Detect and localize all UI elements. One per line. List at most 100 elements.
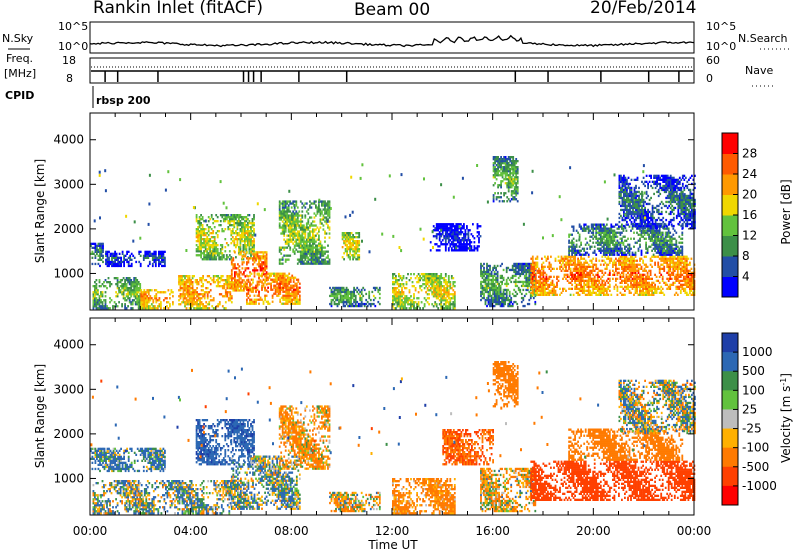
heatmap-cell xyxy=(313,242,316,245)
heatmap-cell xyxy=(500,160,502,163)
heatmap-cell xyxy=(131,303,134,306)
heatmap-cell xyxy=(206,303,209,306)
heatmap-cell xyxy=(228,258,231,261)
heatmap-cell xyxy=(344,292,346,296)
heatmap-cell xyxy=(426,301,429,304)
heatmap-cell xyxy=(423,275,426,278)
heatmap-cell xyxy=(116,281,119,284)
heatmap-cell xyxy=(598,259,601,262)
heatmap-cell xyxy=(404,295,406,298)
heatmap-cell xyxy=(595,263,598,266)
heatmap-cell xyxy=(602,259,605,262)
heatmap-cell xyxy=(574,275,576,278)
heatmap-cell xyxy=(560,291,563,294)
heatmap-cell xyxy=(500,192,502,195)
heatmap-cell xyxy=(127,250,130,253)
heatmap-cell xyxy=(322,200,325,203)
heatmap-cell xyxy=(371,302,374,306)
heatmap-cell xyxy=(200,236,202,239)
heatmap-cell xyxy=(178,295,180,298)
heatmap-cell xyxy=(134,291,137,294)
heatmap-cell xyxy=(569,259,572,262)
heatmap-cell xyxy=(91,250,94,253)
heatmap-cell xyxy=(539,287,542,290)
heatmap-cell xyxy=(231,214,234,217)
heatmap-cell xyxy=(291,298,294,301)
heatmap-cell xyxy=(143,293,146,296)
heatmap-cell xyxy=(515,188,518,191)
heatmap-cell xyxy=(299,226,302,229)
heatmap-cell xyxy=(319,240,322,243)
heatmap-cell xyxy=(496,300,499,304)
heatmap-cell xyxy=(244,287,247,290)
heatmap-cell xyxy=(520,268,523,272)
heatmap-cell xyxy=(230,263,233,266)
heatmap-cell xyxy=(202,275,204,278)
heatmap-cell xyxy=(440,291,443,294)
heatmap-cell xyxy=(437,249,440,252)
heatmap-cell xyxy=(178,299,180,302)
heatmap-cell xyxy=(286,220,289,223)
heatmap-cell xyxy=(395,297,397,300)
heatmap-cell xyxy=(324,212,326,215)
heatmap-cell xyxy=(506,182,509,185)
heatmap-cell xyxy=(262,271,265,274)
heatmap-cell xyxy=(514,272,517,276)
heatmap-cell xyxy=(437,281,440,284)
heatmap-cell xyxy=(428,289,430,292)
heatmap-cell xyxy=(396,281,399,284)
heatmap-cell xyxy=(152,299,155,302)
heatmap-cell xyxy=(405,281,408,284)
heatmap-cell xyxy=(572,259,575,262)
heatmap-cell xyxy=(580,267,582,270)
heatmap-cell xyxy=(444,245,447,248)
heatmap-cell xyxy=(447,301,450,304)
heatmap-cell xyxy=(531,255,534,258)
heatmap-cell xyxy=(550,265,552,268)
heatmap-cell xyxy=(227,299,230,302)
heatmap-cell xyxy=(95,297,98,300)
heatmap-cell xyxy=(542,267,545,270)
heatmap-cell xyxy=(295,238,298,241)
heatmap-cell xyxy=(526,268,529,272)
heatmap-cell xyxy=(264,294,266,297)
heatmap-cell xyxy=(95,279,98,282)
heatmap-cell xyxy=(310,244,313,247)
heatmap-cell xyxy=(218,293,221,296)
heatmap-cell xyxy=(545,293,548,296)
heatmap-cell xyxy=(536,285,539,288)
heatmap-cell xyxy=(503,170,505,173)
heatmap-cell xyxy=(476,247,479,250)
heatmap-cell xyxy=(118,256,121,259)
heatmap-cell xyxy=(504,176,507,179)
heatmap-cell xyxy=(233,220,236,223)
heatmap-cell xyxy=(319,218,322,221)
heatmap-cell xyxy=(486,298,488,302)
heatmap-cell xyxy=(298,300,301,303)
heatmap-cell xyxy=(304,248,307,251)
heatmap-cell xyxy=(127,289,129,292)
heatmap-cell xyxy=(516,170,519,173)
heatmap-cell xyxy=(226,283,229,286)
heatmap-cell xyxy=(452,235,455,238)
heatmap-cell xyxy=(278,202,281,205)
heatmap-cell xyxy=(104,303,107,306)
heatmap-cell xyxy=(322,208,325,211)
heatmap-cell xyxy=(227,283,230,286)
heatmap-cell xyxy=(131,299,134,302)
heatmap-cell xyxy=(151,264,154,268)
heatmap-cell xyxy=(369,298,372,302)
heatmap-cell xyxy=(587,283,590,286)
heatmap-cell xyxy=(492,286,494,290)
heatmap-cell xyxy=(286,298,289,301)
heatmap-cell xyxy=(188,285,191,288)
heatmap-cell xyxy=(305,252,308,255)
heatmap-cell xyxy=(557,259,560,262)
heatmap-cell xyxy=(290,240,293,243)
heatmap-cell xyxy=(593,283,596,286)
heatmap-cell xyxy=(428,293,430,296)
heatmap-cell xyxy=(225,242,228,245)
heatmap-cell xyxy=(226,281,229,284)
heatmap-cell xyxy=(264,263,266,266)
heatmap-cell xyxy=(350,298,352,302)
